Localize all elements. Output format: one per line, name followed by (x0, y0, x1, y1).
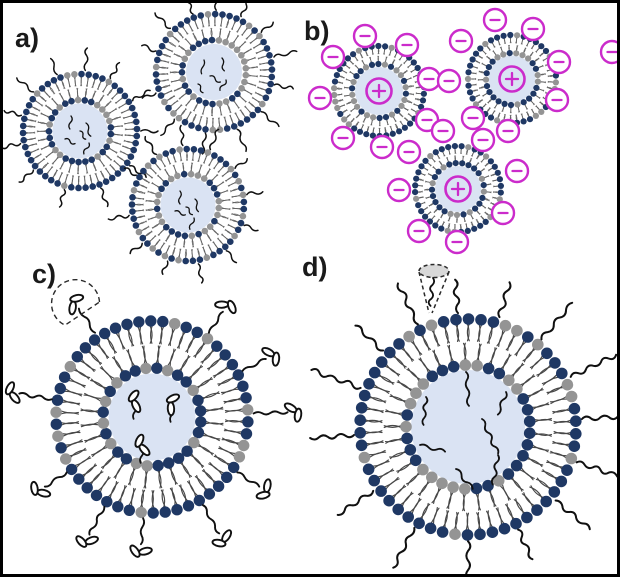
antibody-glyph (261, 346, 281, 367)
antibody-glyph (75, 535, 99, 548)
antibody-glyph (255, 478, 272, 500)
inner-head-ring (400, 359, 536, 495)
anion-symbol (520, 16, 546, 42)
anion-symbol (470, 127, 496, 153)
antibody-glyph (68, 293, 85, 316)
polymer-chains (107, 124, 264, 284)
anion-cloud (307, 7, 617, 255)
inner-head-ring (178, 36, 250, 108)
antibody-glyph (129, 544, 153, 558)
panel-d-label: d) (302, 252, 327, 282)
inner-head-ring (428, 160, 487, 219)
anion-symbol (307, 85, 333, 111)
outer-head-ring (412, 143, 504, 235)
panel-a-label: a) (15, 23, 39, 53)
anion-symbol (599, 39, 617, 65)
liposome-schematic-canvas: a) b) c) d) (3, 3, 617, 574)
dashed-highlight-balloon (50, 278, 101, 327)
anion-symbol (444, 229, 470, 255)
anion-symbol (320, 44, 346, 70)
antibody-glyph (30, 480, 52, 498)
aqueous-core (108, 373, 196, 461)
dashed-cone-callout (418, 263, 450, 314)
cation-center-symbol (365, 77, 393, 105)
outer-head-ring (152, 10, 276, 134)
liposome-c (4, 278, 303, 558)
antibody-glyph (4, 381, 21, 404)
anion-symbol (430, 118, 456, 144)
polymer-chains (309, 278, 617, 574)
anion-symbol (369, 134, 395, 160)
panel-b-label: b) (304, 16, 329, 46)
liposome-b1 (331, 42, 427, 140)
inner-head-ring (349, 60, 409, 122)
aqueous-core (411, 370, 525, 484)
encapsulated-antibodies (127, 389, 181, 464)
encapsulated-chains (174, 190, 200, 230)
antibody-glyph (127, 389, 142, 414)
anion-symbol (416, 66, 442, 92)
anion-symbol (386, 177, 412, 203)
encapsulated-chains (64, 115, 92, 155)
antibody-glyph (283, 402, 303, 423)
anion-symbol (352, 23, 378, 49)
aqueous-core (186, 44, 242, 100)
outer-head-ring (354, 313, 582, 541)
aqueous-core (160, 177, 216, 233)
anion-symbol (482, 7, 508, 33)
inner-head-ring (153, 170, 223, 240)
polymer-chains (141, 3, 298, 155)
anion-symbol (495, 118, 521, 144)
liposome-a3 (107, 124, 264, 284)
antibody-glyph (211, 529, 233, 548)
cation-center-symbol (444, 175, 472, 203)
anion-symbol (436, 68, 462, 94)
encapsulated-chains (419, 371, 508, 490)
liposome-d (309, 263, 617, 574)
outer-head-ring (19, 70, 141, 192)
anion-symbol (546, 49, 572, 75)
outer-head-ring (128, 145, 248, 265)
anion-symbol (504, 158, 530, 184)
cation-center-symbol (498, 65, 526, 93)
liposome-a1 (3, 47, 159, 208)
anion-symbol (396, 139, 422, 165)
antibody-glyph (214, 299, 237, 315)
anion-symbol (544, 87, 570, 113)
anion-symbol (448, 28, 474, 54)
anion-symbol (330, 125, 356, 151)
anion-symbol (406, 218, 432, 244)
encapsulated-chains (197, 57, 227, 94)
anion-symbol (460, 105, 486, 131)
antibody-glyph (134, 433, 151, 457)
liposome-b3 (412, 143, 504, 235)
anion-symbol (394, 32, 420, 58)
outer-head-ring (50, 315, 254, 519)
antibody-glyph (165, 393, 181, 417)
inner-head-ring (97, 362, 207, 472)
inner-head-ring (482, 50, 542, 109)
polymer-chains (3, 47, 159, 208)
panel-c-label: c) (32, 259, 56, 289)
anion-symbol (490, 200, 516, 226)
liposome-a2 (141, 3, 298, 155)
inner-head-ring (45, 96, 115, 166)
surface-antibodies (4, 278, 303, 558)
